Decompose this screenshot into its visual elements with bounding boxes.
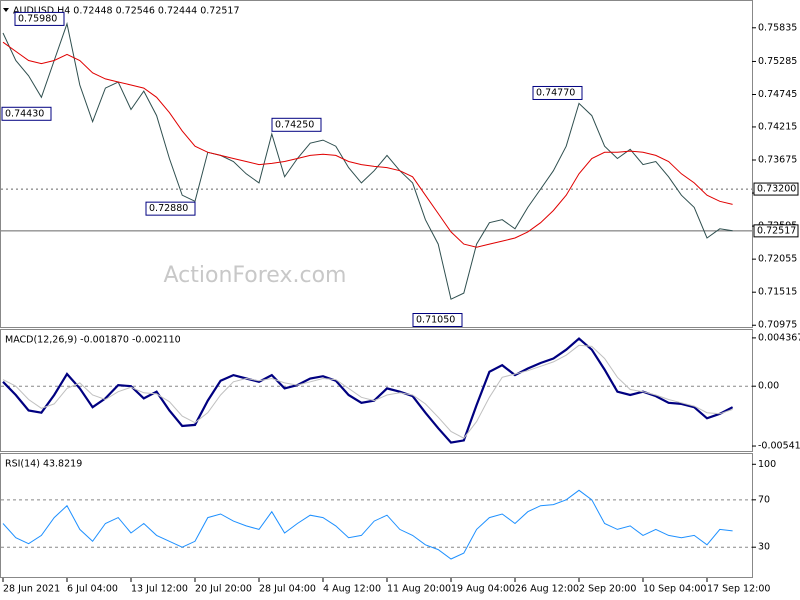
annotation-box [14,11,65,26]
x-tick-label: 28 Jun 2021 [3,584,60,595]
panel-title: RSI(14) 43.8219 [5,459,82,470]
annotation-box [532,85,583,100]
y-tick-label: 0.74215 [758,121,797,132]
y-tick-label: 100 [758,459,776,470]
y-tick-label: 0.72055 [758,254,797,265]
annotation-box [1,106,52,121]
x-tick-label: 6 Jul 04:00 [67,584,118,595]
price-label: 0.73200 [757,184,796,195]
x-tick-label: 26 Aug 12:00 [515,584,579,595]
series-line [2,344,733,439]
y-tick-label: -0.005411 [758,441,800,452]
x-tick-label: 17 Sep 12:00 [707,584,770,595]
annotation-box [271,117,322,132]
annotation-box [412,313,463,327]
y-tick-label: 0.74745 [758,89,797,100]
menu-arrow [3,8,9,12]
y-tick-label: 0.75285 [758,56,797,67]
y-tick-label: 0.70975 [758,320,797,331]
annotation-label: 0.71050 [416,315,455,326]
annotation-label: 0.75980 [18,13,57,24]
y-tick-label: 0.73675 [758,154,797,165]
x-tick-label: 20 Jul 20:00 [195,584,252,595]
x-tick-label: 10 Sep 04:00 [643,584,706,595]
annotation-label: 0.74770 [536,87,575,98]
y-tick-label: 0.004367 [758,332,800,343]
y-tick-label: 70 [758,494,770,505]
price-label-box [753,224,799,238]
series-line [2,337,734,444]
panel-title: MACD(12,26,9) -0.001870 -0.002110 [5,335,181,346]
series-line [2,41,733,248]
y-tick-label: 0.00 [758,381,779,392]
annotation-label: 0.74250 [275,119,314,130]
series-line [2,489,733,560]
y-tick-label: 0.71515 [758,287,797,298]
x-tick-label: 28 Jul 04:00 [259,584,316,595]
panel-frame [0,0,753,328]
annotation-label: 0.72880 [149,203,188,214]
watermark: ActionForex.com [164,263,347,288]
panel-frame [0,329,753,452]
x-tick-label: 4 Aug 12:00 [323,584,381,595]
panel-title: AUDUSD,H4 0.72448 0.72546 0.72444 0.7251… [13,6,240,17]
x-tick-label: 13 Jul 12:00 [131,584,188,595]
x-tick-label: 11 Aug 20:00 [387,584,451,595]
price-label: 0.72517 [757,225,796,236]
annotation-box [145,201,196,216]
y-tick-label: 0.75835 [758,22,797,33]
y-tick-label: 30 [758,542,770,553]
x-tick-label: 19 Aug 04:00 [451,584,515,595]
annotation-label: 0.74430 [5,108,44,119]
price-label-box [753,182,799,196]
panel-frame [0,453,753,578]
x-tick-label: 2 Sep 20:00 [579,584,636,595]
